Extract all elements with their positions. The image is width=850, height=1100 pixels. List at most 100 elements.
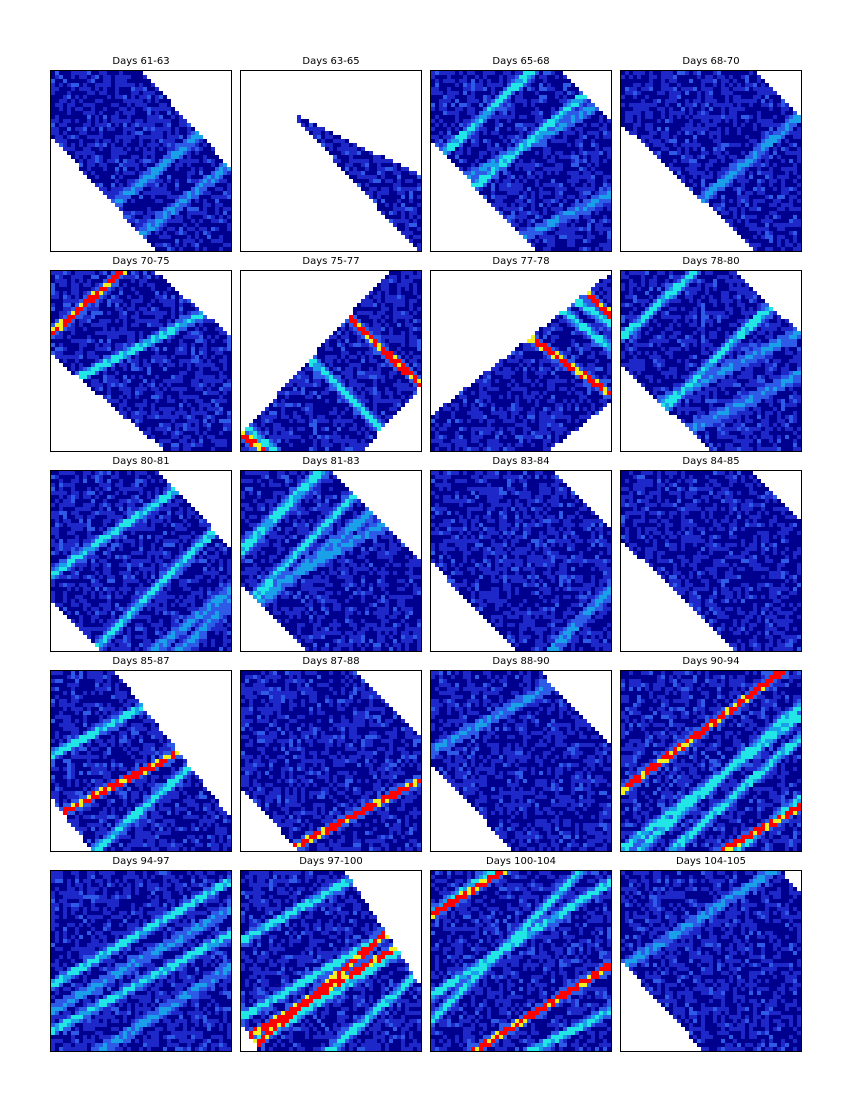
heatmap-cell (107, 187, 111, 191)
heatmap-canvas (297, 115, 421, 251)
heatmap-cell (753, 207, 757, 211)
heatmap-cell (789, 131, 793, 135)
heatmap-cell (143, 187, 147, 191)
heatmap-cell (79, 103, 83, 107)
heatmap-cell (535, 227, 539, 231)
heatmap-cell (87, 91, 91, 95)
heatmap-cell (551, 143, 555, 147)
heatmap-cell (587, 147, 591, 151)
heatmap-cell (757, 107, 761, 111)
heatmap-cell (607, 215, 611, 219)
heatmap-cell (115, 283, 119, 287)
heatmap-cell (155, 287, 159, 291)
heatmap-cell (139, 231, 143, 235)
heatmap-cell (737, 115, 741, 119)
heatmap-cell (103, 103, 107, 107)
heatmap-cell (777, 195, 781, 199)
heatmap-cell (527, 239, 531, 243)
heatmap-cell (641, 131, 645, 135)
heatmap-cell (697, 187, 701, 191)
heatmap-cell (645, 131, 649, 135)
heatmap-cell (653, 79, 657, 83)
heatmap-cell (163, 287, 167, 291)
heatmap-cell (519, 159, 523, 163)
heatmap-cell (115, 159, 119, 163)
heatmap-cell (59, 79, 63, 83)
heatmap-cell (741, 155, 745, 159)
heatmap-cell (107, 91, 111, 95)
heatmap-cell (143, 207, 147, 211)
heatmap-cell (459, 111, 463, 115)
heatmap-cell (219, 223, 223, 227)
heatmap-cell (83, 295, 87, 299)
heatmap-cell (669, 107, 673, 111)
heatmap-cell (397, 167, 401, 171)
heatmap-cell (409, 223, 413, 227)
heatmap-cell (721, 147, 725, 151)
heatmap-cell (159, 223, 163, 227)
heatmap-cell (491, 135, 495, 139)
heatmap-cell (717, 167, 721, 171)
heatmap-cell (55, 95, 59, 99)
heatmap-cell (139, 279, 143, 283)
heatmap-cell (329, 151, 333, 155)
heatmap-cell (79, 79, 83, 83)
heatmap-cell (99, 279, 103, 283)
heatmap-cell (669, 103, 673, 107)
heatmap-cell (223, 207, 227, 211)
heatmap-cell (717, 103, 721, 107)
heatmap-cell (789, 163, 793, 167)
heatmap-cell (531, 115, 535, 119)
heatmap-cell (701, 143, 705, 147)
heatmap-cell (543, 127, 547, 131)
heatmap-cell (591, 131, 595, 135)
heatmap-cell (515, 115, 519, 119)
panel-title: Days 68-70 (620, 56, 802, 70)
heatmap-cell (689, 71, 693, 75)
heatmap-cell (223, 215, 227, 219)
heatmap-cell (741, 171, 745, 175)
heatmap-cell (115, 163, 119, 167)
heatmap-cell (599, 179, 603, 183)
heatmap-cell (745, 187, 749, 191)
heatmap-cell (75, 131, 79, 135)
heatmap-cell (789, 135, 793, 139)
heatmap-cell (67, 295, 71, 299)
heatmap-cell (459, 79, 463, 83)
heatmap-cell (575, 155, 579, 159)
heatmap-cell (535, 151, 539, 155)
heatmap-cell (51, 295, 55, 299)
heatmap-cell (781, 187, 785, 191)
heatmap-cell (599, 115, 603, 119)
heatmap-cell (527, 183, 531, 187)
heatmap-cell (75, 99, 79, 103)
heatmap-cell (341, 155, 345, 159)
heatmap-cell (599, 231, 603, 235)
heatmap-cell (135, 147, 139, 151)
heatmap-cell (579, 139, 583, 143)
heatmap-cell (761, 203, 765, 207)
heatmap-cell (745, 115, 749, 119)
heatmap-cell (705, 115, 709, 119)
heatmap-cell (211, 167, 215, 171)
heatmap-cell (199, 247, 203, 251)
heatmap-cell (175, 127, 179, 131)
heatmap-cell (207, 187, 211, 191)
heatmap-cell (785, 235, 789, 239)
heatmap-cell (223, 183, 227, 187)
heatmap-cell (95, 271, 99, 275)
heatmap-cell (689, 167, 693, 171)
heatmap-cell (583, 235, 587, 239)
heatmap-cell (781, 199, 785, 203)
heatmap-cell (179, 187, 183, 191)
heatmap-cell (215, 211, 219, 215)
heatmap-cell (297, 119, 301, 123)
heatmap-cell (175, 215, 179, 219)
heatmap-cell (341, 139, 345, 143)
heatmap-cell (753, 75, 757, 79)
heatmap-cell (119, 159, 123, 163)
heatmap-cell (183, 223, 187, 227)
heatmap-cell (155, 231, 159, 235)
heatmap-cell (749, 163, 753, 167)
heatmap-cell (143, 183, 147, 187)
